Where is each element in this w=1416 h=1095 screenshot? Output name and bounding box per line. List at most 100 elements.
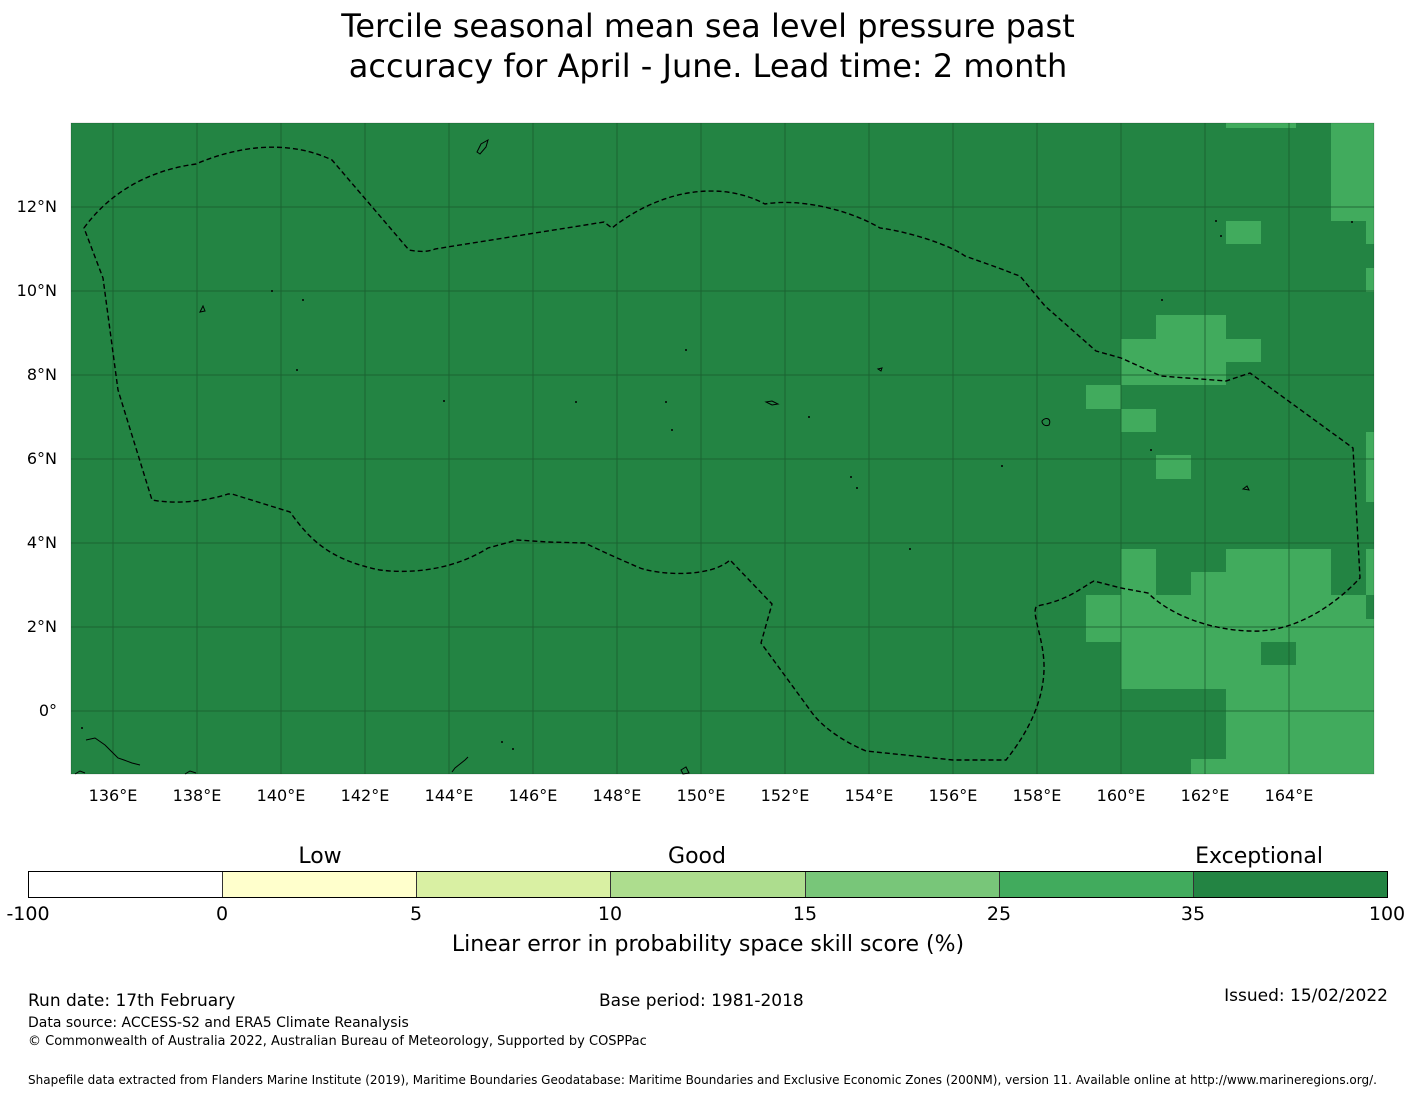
colorbar bbox=[28, 871, 1388, 898]
new-guinea-coast bbox=[85, 737, 141, 766]
guam-island bbox=[476, 138, 489, 155]
colorbar-tick: -100 bbox=[6, 903, 50, 925]
grid-cell bbox=[1226, 123, 1296, 128]
grid-cell bbox=[1086, 385, 1121, 409]
islet bbox=[271, 290, 273, 292]
shapefile-credit: Shapefile data extracted from Flanders M… bbox=[28, 1073, 1377, 1087]
colorbar-label: Linear error in probability space skill … bbox=[451, 932, 965, 957]
grid-cell bbox=[1191, 759, 1374, 774]
colorbar-segment bbox=[805, 872, 1000, 897]
islet bbox=[302, 299, 304, 301]
islet bbox=[443, 400, 445, 402]
colorbar-segment bbox=[29, 872, 224, 897]
grid-cell bbox=[1226, 549, 1331, 572]
lon-label: 154°E bbox=[845, 786, 894, 805]
coast bbox=[74, 770, 86, 775]
lat-label: 8°N bbox=[27, 365, 57, 384]
colorbar-tick: 100 bbox=[1368, 903, 1406, 925]
islet bbox=[1351, 221, 1353, 223]
atoll bbox=[1241, 485, 1250, 491]
islet bbox=[575, 401, 577, 403]
grid-cell bbox=[1121, 339, 1226, 362]
islet bbox=[1215, 220, 1217, 222]
grid-cell bbox=[1121, 409, 1156, 432]
pohnpei-island bbox=[764, 400, 780, 406]
lon-label: 138°E bbox=[173, 786, 222, 805]
colorbar-tick: 25 bbox=[986, 903, 1012, 925]
colorbar-segment bbox=[417, 872, 612, 897]
chart-title: Tercile seasonal mean sea level pressure… bbox=[0, 6, 1416, 86]
lon-labels: 136°E 138°E 140°E 142°E 144°E 146°E 148°… bbox=[89, 786, 1314, 805]
colorbar-segment bbox=[611, 872, 806, 897]
data-source: Data source: ACCESS-S2 and ERA5 Climate … bbox=[28, 1015, 409, 1031]
grid-cell bbox=[1366, 432, 1374, 502]
colorbar-segment bbox=[1193, 872, 1387, 897]
grid-cell bbox=[1121, 642, 1261, 665]
islet bbox=[671, 429, 673, 431]
colorbar-tick: 0 bbox=[215, 903, 229, 925]
eez-boundary bbox=[83, 146, 1361, 761]
title-line-2: accuracy for April - June. Lead time: 2 … bbox=[348, 47, 1068, 85]
lat-label: 4°N bbox=[27, 533, 57, 552]
grid-cell bbox=[1366, 268, 1374, 292]
copyright: © Commonwealth of Australia 2022, Austra… bbox=[28, 1034, 647, 1049]
lon-label: 140°E bbox=[257, 786, 306, 805]
islet bbox=[850, 476, 852, 478]
islet bbox=[1161, 299, 1163, 301]
lon-label: 160°E bbox=[1097, 786, 1146, 805]
colorbar-tick: 35 bbox=[1180, 903, 1206, 925]
grid-cell bbox=[1191, 572, 1331, 595]
run-date: Run date: 17th February bbox=[28, 991, 236, 1011]
islet bbox=[1220, 235, 1222, 237]
grid-cell bbox=[1226, 339, 1261, 362]
grid-cell bbox=[1261, 642, 1296, 665]
map-frame bbox=[70, 122, 1375, 775]
islet bbox=[856, 487, 858, 489]
lat-label: 2°N bbox=[27, 617, 57, 636]
lon-label: 144°E bbox=[425, 786, 474, 805]
islet bbox=[501, 741, 503, 743]
grid-cell bbox=[1331, 123, 1374, 221]
grid-cell bbox=[1226, 221, 1261, 244]
islet bbox=[685, 349, 687, 351]
colorbar-segment bbox=[999, 872, 1194, 897]
lon-label: 158°E bbox=[1013, 786, 1062, 805]
palau-island bbox=[199, 304, 206, 313]
lon-label: 136°E bbox=[89, 786, 138, 805]
lon-label: 148°E bbox=[593, 786, 642, 805]
lon-label: 162°E bbox=[1181, 786, 1230, 805]
lon-label: 164°E bbox=[1265, 786, 1314, 805]
lon-label: 146°E bbox=[509, 786, 558, 805]
colorbar-tick: 10 bbox=[597, 903, 623, 925]
kosrae-island bbox=[1041, 417, 1051, 427]
coast bbox=[184, 770, 197, 775]
islet bbox=[808, 416, 810, 418]
grid-cell bbox=[1156, 315, 1226, 339]
lat-labels: 12°N 10°N 8°N 6°N 4°N 2°N 0° bbox=[17, 197, 57, 720]
lon-label: 150°E bbox=[677, 786, 726, 805]
colorbar-tick: 5 bbox=[409, 903, 423, 925]
islet bbox=[512, 748, 514, 750]
category-label-low: Low bbox=[298, 844, 342, 869]
islet bbox=[1150, 449, 1152, 451]
grid-cell bbox=[1086, 595, 1374, 642]
islets bbox=[451, 756, 469, 773]
colorbar-segment bbox=[223, 872, 418, 897]
very-good-cells bbox=[1086, 123, 1374, 774]
lon-label: 142°E bbox=[341, 786, 390, 805]
skill-map: 12°N 10°N 8°N 6°N 4°N 2°N 0° 136°E 138°E… bbox=[17, 122, 1375, 805]
islet bbox=[81, 727, 83, 729]
map-gridlines bbox=[71, 123, 1374, 774]
islet bbox=[665, 401, 667, 403]
category-label-exceptional: Exceptional bbox=[1195, 844, 1323, 869]
lon-label: 152°E bbox=[761, 786, 810, 805]
colorbar-tick: 15 bbox=[792, 903, 818, 925]
atoll bbox=[876, 367, 883, 372]
lat-label: 10°N bbox=[17, 281, 57, 300]
grid-cell bbox=[1366, 595, 1374, 619]
base-period: Base period: 1981-2018 bbox=[599, 991, 804, 1011]
category-label-good: Good bbox=[668, 844, 726, 869]
islet bbox=[1001, 465, 1003, 467]
lat-label: 6°N bbox=[27, 449, 57, 468]
title-line-1: Tercile seasonal mean sea level pressure… bbox=[341, 7, 1075, 45]
